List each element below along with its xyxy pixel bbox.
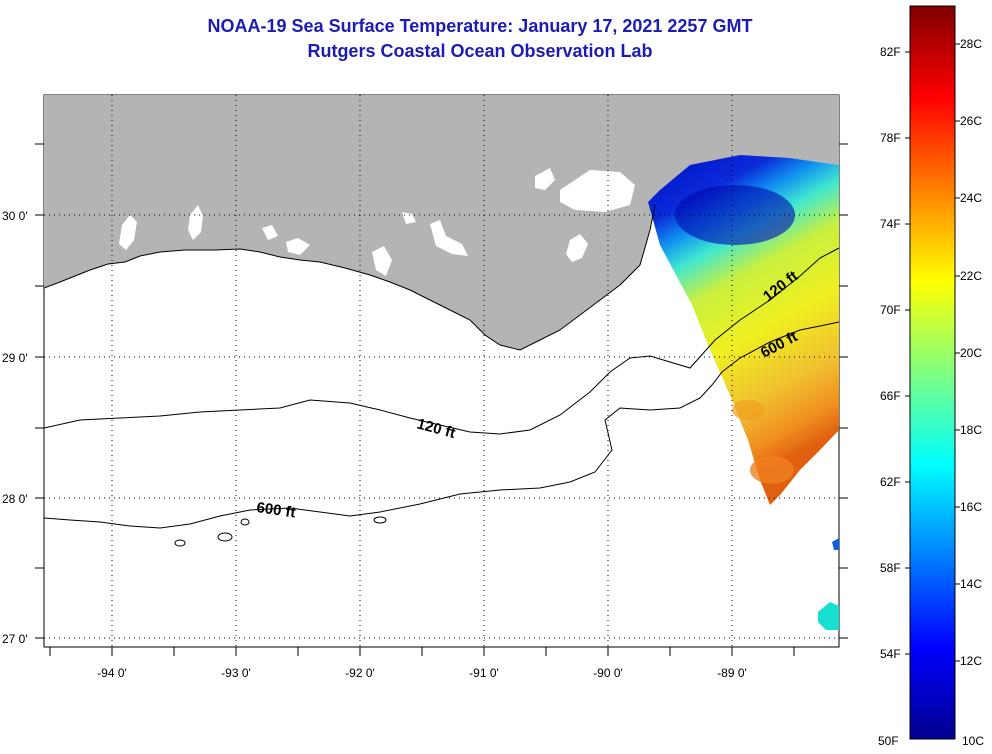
lon-tick-label: -92 0' (345, 666, 375, 680)
lon-tick-label: -90 0' (593, 666, 623, 680)
lake-pontchartrain (560, 170, 635, 212)
colorbar-f-label: 54F (880, 647, 901, 661)
lake-small-9 (402, 212, 416, 224)
temperature-colorbar (909, 5, 956, 740)
colorbar-c-label: 24C (960, 191, 982, 205)
colorbar-f-label: 70F (880, 303, 901, 317)
contour-label-600ft: 600 ft (255, 499, 296, 521)
coastline (44, 204, 656, 351)
colorbar-f-label: 74F (880, 217, 901, 231)
colorbar-f-label: 66F (880, 389, 901, 403)
colorbar-c-label: 20C (960, 346, 982, 360)
colorbar-c-label: 26C (960, 114, 982, 128)
lat-tick-label: 28 0' (2, 492, 28, 506)
warm-patch-2 (732, 400, 764, 420)
contour-ring-1 (217, 532, 233, 542)
lat-tick-label: 27 0' (2, 632, 28, 646)
colorbar-c-label: 12C (960, 654, 982, 668)
lake-small-2 (119, 215, 137, 250)
grid (44, 95, 839, 647)
map-title: NOAA-19 Sea Surface Temperature: January… (207, 16, 753, 36)
colorbar-f-label: 82F (880, 45, 901, 59)
colorbar-c-label: 16C (960, 500, 982, 514)
lat-tick-label: 30 0' (2, 209, 28, 223)
contour-ring-2 (174, 539, 186, 547)
lake-small-1 (535, 168, 555, 190)
lake-small-7 (372, 246, 392, 276)
lake-small-8 (262, 225, 278, 240)
colorbar-c-label: 18C (960, 423, 982, 437)
lon-tick-label: -91 0' (469, 666, 499, 680)
contour-ring-3 (373, 516, 387, 524)
lon-tick-label: -93 0' (221, 666, 251, 680)
sst-swath (648, 155, 839, 505)
contour-ring-4 (240, 518, 250, 526)
isobath-120ft (44, 247, 839, 435)
lake-small-5 (566, 234, 588, 262)
warm-patch (750, 456, 794, 484)
lake-small-3 (188, 205, 203, 240)
lon-tick-label: -89 0' (717, 666, 747, 680)
lake-small-6 (430, 220, 468, 256)
colorbar-f-label: 50F (878, 734, 899, 748)
axis-ticks (35, 143, 848, 656)
colorbar-c-label: 10C (962, 734, 984, 748)
colorbar-c-label: 22C (960, 269, 982, 283)
lat-tick-label: 29 0' (2, 351, 28, 365)
lake-small-4 (286, 238, 310, 255)
sst-fragment-2 (832, 538, 839, 550)
map-subtitle: Rutgers Coastal Ocean Observation Lab (307, 41, 653, 61)
isobath-600ft (44, 321, 839, 529)
colorbar-c-label: 28C (960, 37, 982, 51)
colorbar-c-label: 14C (960, 577, 982, 591)
colorbar-f-label: 78F (880, 131, 901, 145)
colorbar-ticks (905, 43, 960, 662)
land-mass (44, 95, 839, 350)
sst-fragment-1 (818, 602, 839, 630)
lon-tick-label: -94 0' (97, 666, 127, 680)
colorbar-f-label: 58F (880, 561, 901, 575)
colorbar-f-label: 62F (880, 475, 901, 489)
